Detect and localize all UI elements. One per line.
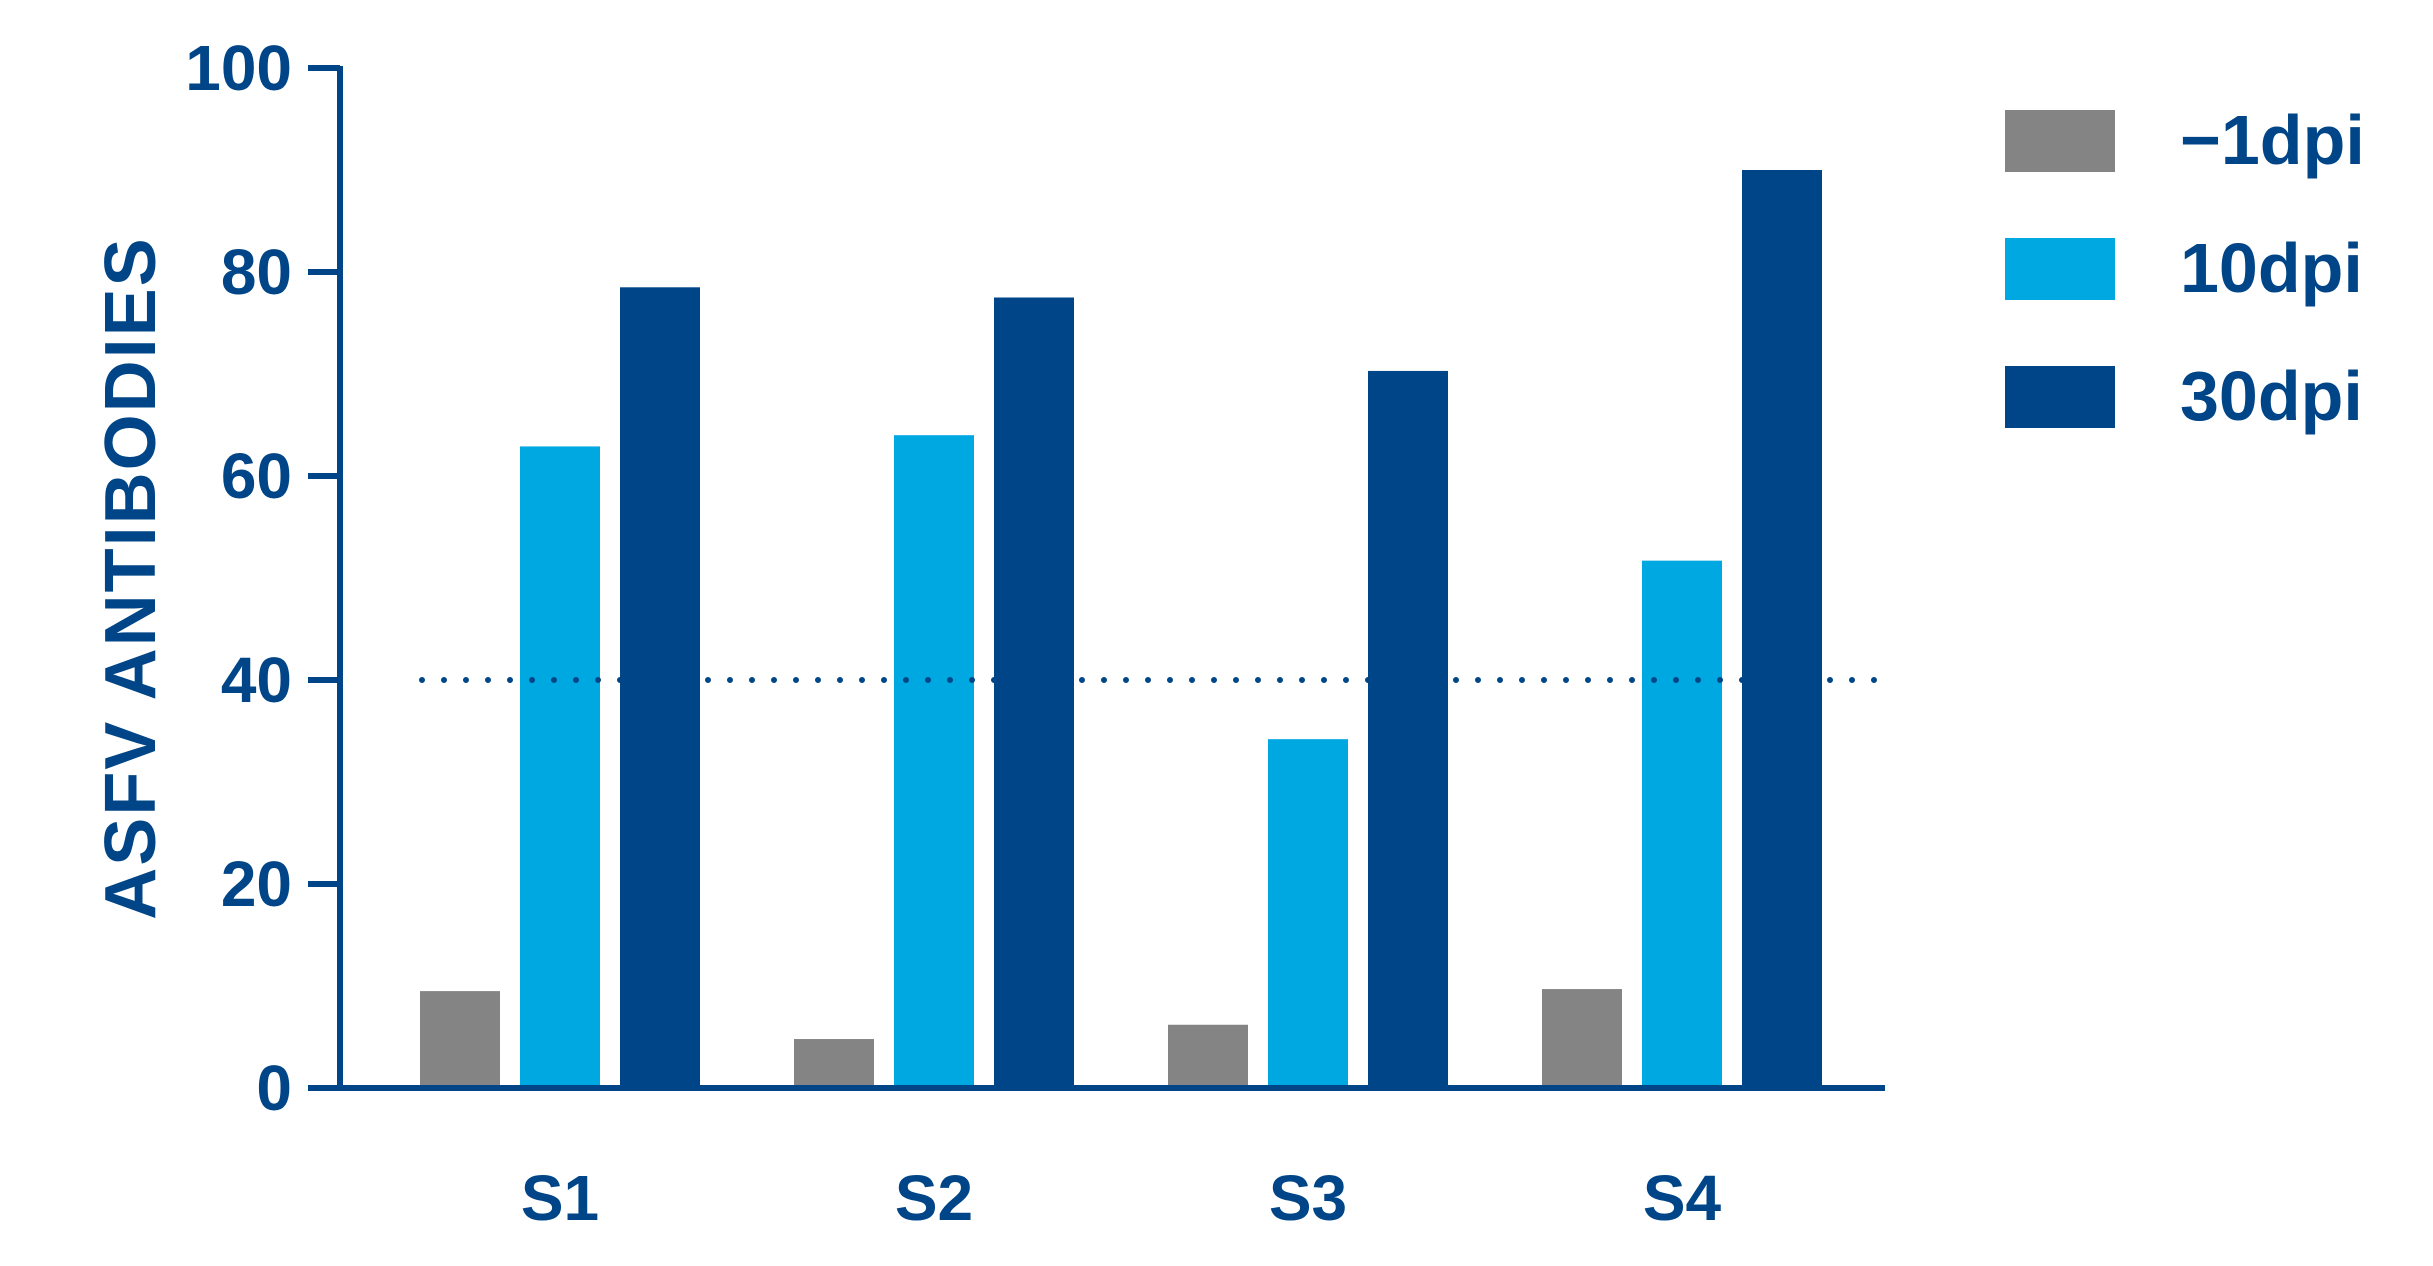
bar-s1-series-0 xyxy=(420,991,500,1088)
bar-s3-series-1 xyxy=(1268,739,1348,1088)
legend-swatch-series-1 xyxy=(2005,238,2115,300)
bar-s3-series-2 xyxy=(1368,370,1448,1088)
y-tick-label: 100 xyxy=(185,32,292,104)
plot-area xyxy=(419,170,1888,1088)
bar-s2-series-2 xyxy=(994,297,1074,1088)
legend: −1dpi 10dpi 30dpi xyxy=(2005,101,2365,435)
bar-s2-series-1 xyxy=(894,435,974,1088)
legend-swatch-series-0 xyxy=(2005,110,2115,172)
y-tick-label: 60 xyxy=(221,440,292,512)
legend-label-series-0: −1dpi xyxy=(2180,101,2365,179)
y-tick-label: 80 xyxy=(221,236,292,308)
legend-label-series-1: 10dpi xyxy=(2180,229,2363,307)
bar-s2-series-0 xyxy=(794,1039,874,1088)
bar-s1-series-2 xyxy=(620,287,700,1088)
y-axis-title: ASFV ANTIBODIES xyxy=(91,236,171,919)
y-tick-label: 40 xyxy=(221,644,292,716)
legend-swatch-series-2 xyxy=(2005,366,2115,428)
y-tick-label: 0 xyxy=(256,1052,292,1124)
x-tick-label: S2 xyxy=(895,1162,973,1234)
x-tick-label: S4 xyxy=(1643,1162,1722,1234)
legend-label-series-2: 30dpi xyxy=(2180,357,2363,435)
x-tick-label: S3 xyxy=(1269,1162,1347,1234)
x-tick-label: S1 xyxy=(521,1162,599,1234)
bar-s4-series-1 xyxy=(1642,560,1722,1088)
bar-s1-series-1 xyxy=(520,446,600,1088)
axes: S1 S2 S3 S4 0 20 40 60 80 100 ASFV ANTIBODIES xyxy=(91,32,1885,1234)
bar-s4-series-2 xyxy=(1742,170,1822,1088)
bar-s4-series-0 xyxy=(1542,989,1622,1088)
bar-s3-series-0 xyxy=(1168,1024,1248,1088)
y-tick-label: 20 xyxy=(221,848,292,920)
